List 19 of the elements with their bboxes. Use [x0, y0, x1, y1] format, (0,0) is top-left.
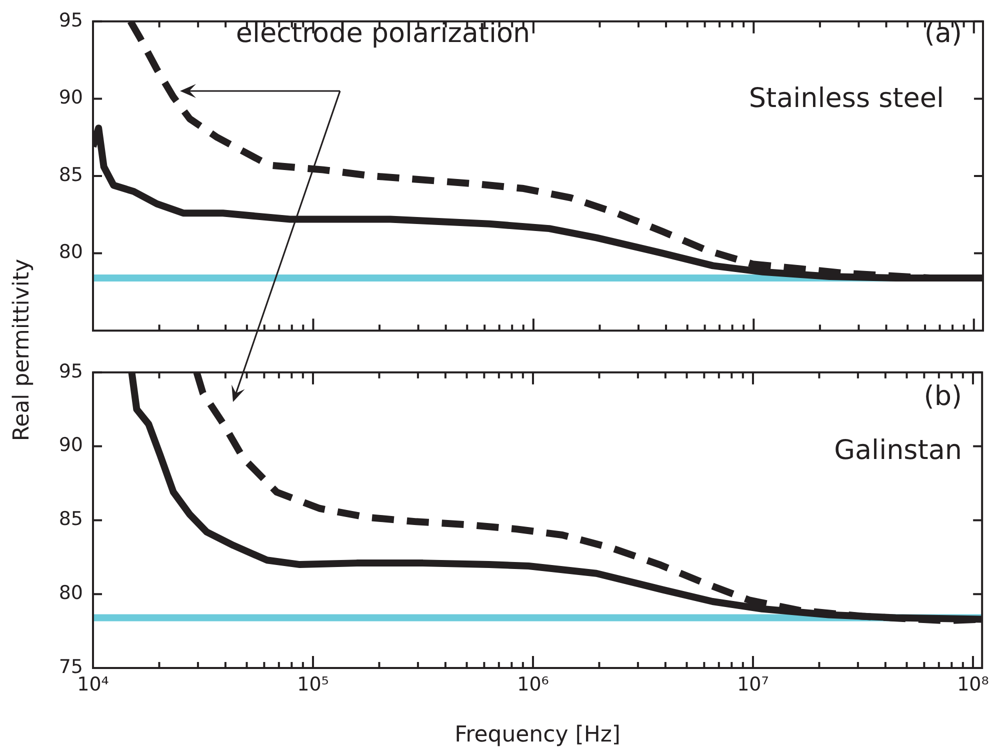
annotation: electrode polarization: [236, 18, 530, 50]
x-axis-title: Frequency [Hz]: [454, 722, 620, 748]
y-tick-label: 95: [58, 9, 83, 32]
x-tick-label: 10⁷: [737, 673, 769, 696]
annotation: (a): [924, 18, 962, 50]
y-tick-label: 85: [58, 164, 83, 186]
x-tick-label: 10⁸: [957, 673, 989, 696]
annotation: Stainless steel: [748, 83, 944, 114]
x-tick-label: 10⁵: [297, 673, 329, 696]
y-tick-label: 85: [58, 508, 83, 530]
y-tick-label: 90: [58, 86, 83, 109]
annotation: (b): [924, 381, 962, 412]
y-tick-label: 95: [58, 360, 83, 382]
y-tick-label: 80: [58, 582, 83, 604]
y-tick-label: 80: [58, 241, 83, 264]
y-axis-title: Real permittivity: [10, 258, 34, 442]
x-tick-label: 10⁶: [517, 673, 549, 696]
annotation: Galinstan: [834, 435, 962, 466]
y-tick-label: 90: [58, 434, 83, 456]
